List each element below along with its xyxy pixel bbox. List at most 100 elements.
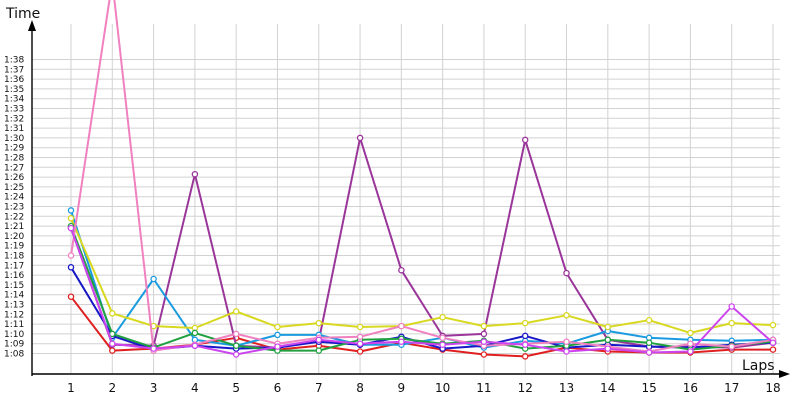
data-point <box>439 334 446 342</box>
data-point <box>604 323 612 331</box>
data-point <box>604 345 612 352</box>
data-point <box>728 319 735 327</box>
x-tick-label: 17 <box>724 381 739 395</box>
y-tick-label: 1:18 <box>4 252 24 262</box>
data-point <box>274 323 281 331</box>
x-tick-label: 1 <box>67 381 75 395</box>
x-tick-label: 13 <box>559 381 574 395</box>
x-tick-label: 7 <box>315 381 323 395</box>
x-tick-label: 5 <box>232 381 240 395</box>
data-point <box>232 342 240 349</box>
y-tick-label: 1:32 <box>4 114 24 124</box>
y-tick-label: 1:31 <box>4 124 24 134</box>
data-point <box>728 343 735 350</box>
data-point <box>232 308 240 315</box>
data-point <box>480 338 488 345</box>
data-point <box>274 343 281 350</box>
y-tick-label: 1:26 <box>4 173 24 183</box>
data-point <box>67 293 75 300</box>
y-tick-label: 1:35 <box>4 85 24 95</box>
y-tick-label: 1:11 <box>4 320 24 330</box>
data-point <box>563 338 570 345</box>
x-tick-label: 8 <box>356 381 364 395</box>
series-4 <box>67 215 777 337</box>
data-point <box>315 319 323 327</box>
data-point <box>521 332 529 340</box>
data-point <box>521 353 529 360</box>
series-line <box>70 0 774 353</box>
y-tick-label: 1:29 <box>4 144 24 154</box>
data-point <box>232 330 240 338</box>
data-point <box>356 134 364 142</box>
data-point <box>232 351 240 358</box>
data-point <box>191 170 199 178</box>
data-point <box>67 207 75 214</box>
data-point <box>521 341 529 348</box>
data-point <box>687 340 694 347</box>
series-line <box>70 225 774 352</box>
data-point <box>191 329 199 337</box>
y-tick-label: 1:19 <box>4 242 24 252</box>
y-tick-label: 1:38 <box>4 56 24 66</box>
x-tick-label: 10 <box>435 381 450 395</box>
x-tick-label: 11 <box>476 381 491 395</box>
data-point <box>150 345 157 352</box>
y-axis-title: Time <box>5 6 40 22</box>
data-point <box>109 347 116 354</box>
x-tick-label: 9 <box>398 381 406 395</box>
series-8 <box>67 224 777 358</box>
x-tick-label: 2 <box>108 381 116 395</box>
series-line <box>70 227 774 356</box>
data-point <box>315 336 323 344</box>
data-point <box>521 319 529 327</box>
y-tick-label: 1:20 <box>4 232 24 242</box>
grid-lines <box>32 24 780 374</box>
data-point <box>480 330 488 338</box>
x-tick-label: 15 <box>641 381 656 395</box>
data-point <box>356 348 364 355</box>
y-tick-label: 1:37 <box>4 65 24 75</box>
data-point <box>563 269 570 277</box>
data-point <box>563 348 570 355</box>
x-tick-label: 18 <box>765 381 780 395</box>
data-point <box>769 346 777 353</box>
y-tick-label: 1:33 <box>4 105 24 115</box>
y-tick-label: 1:21 <box>4 222 24 232</box>
data-point <box>315 347 323 354</box>
y-tick-label: 1:24 <box>4 193 24 203</box>
data-point <box>521 136 529 144</box>
y-tick-label: 1:15 <box>4 281 24 291</box>
data-point <box>356 323 364 331</box>
data-point <box>687 329 694 337</box>
data-point <box>274 331 281 339</box>
y-tick-label: 1:13 <box>4 301 24 311</box>
data-point <box>398 322 405 330</box>
data-point <box>398 338 405 345</box>
series-lines <box>67 0 777 360</box>
data-point <box>769 321 777 329</box>
data-point <box>480 322 488 330</box>
data-point <box>645 316 653 324</box>
x-tick-label: 6 <box>274 381 282 395</box>
y-axis-arrow <box>28 20 36 31</box>
y-tick-label: 1:12 <box>4 310 24 320</box>
data-point <box>728 303 735 310</box>
data-point <box>439 341 446 348</box>
y-tick-label: 1:36 <box>4 75 24 85</box>
y-tick-label: 1:34 <box>4 95 24 105</box>
y-tick-label: 1:23 <box>4 203 24 213</box>
x-tick-label: 4 <box>191 381 199 395</box>
data-point <box>150 275 157 283</box>
y-tick-label: 1:25 <box>4 183 24 193</box>
y-tick-label: 1:22 <box>4 212 24 222</box>
data-point <box>769 339 777 346</box>
y-tick-label: 1:27 <box>4 163 24 173</box>
y-tick-label: 1:09 <box>4 340 24 350</box>
data-point <box>356 340 364 347</box>
y-tick-label: 1:28 <box>4 154 24 164</box>
data-point <box>398 266 405 274</box>
data-point <box>109 340 116 347</box>
y-tick-label: 1:14 <box>4 291 24 301</box>
data-point <box>67 215 75 222</box>
